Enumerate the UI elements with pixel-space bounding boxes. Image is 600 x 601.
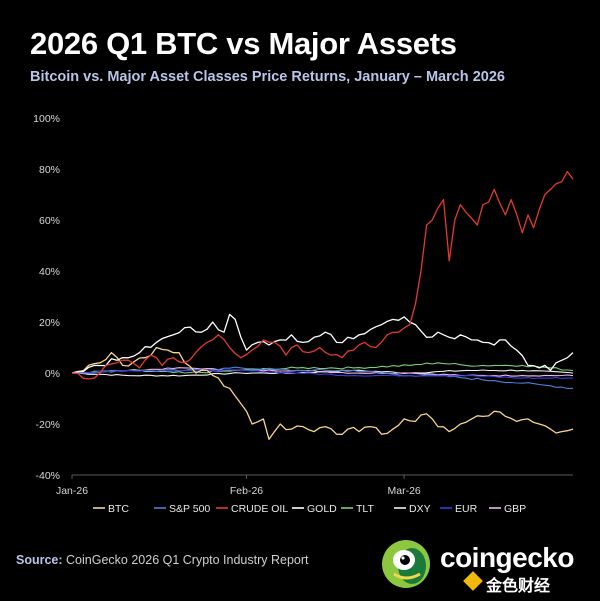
legend-label-eur: EUR: [455, 503, 478, 515]
x-tick-label: Feb-26: [230, 485, 263, 497]
series-line-crude-oil: [71, 170, 574, 380]
legend-label-gbp: GBP: [504, 503, 526, 515]
x-tick-label: Mar-26: [387, 485, 420, 497]
series-line-btc: [71, 346, 574, 440]
brand-name: coingecko: [440, 542, 574, 573]
source-label: Source:: [16, 553, 63, 567]
watermark-text: 金色财经: [486, 578, 551, 595]
legend-label-btc: BTC: [108, 503, 129, 515]
plot-area: [71, 170, 574, 440]
chart-title: 2026 Q1 BTC vs Major Assets: [30, 26, 457, 61]
legend-label-dxy: DXY: [409, 503, 431, 515]
y-axis: 100% 80% 60% 40% 20% 0% -20% -40%: [33, 113, 60, 482]
source-text: CoinGecko 2026 Q1 Crypto Industry Report: [66, 553, 309, 567]
legend-label-gold: GOLD: [307, 503, 337, 515]
source-note: Source: CoinGecko 2026 Q1 Crypto Industr…: [16, 553, 309, 567]
y-tick-label: 40%: [39, 266, 60, 278]
x-axis: Jan-26 Feb-26 Mar-26: [56, 474, 573, 497]
y-tick-label: 60%: [39, 215, 60, 227]
y-tick-label: 0%: [45, 368, 60, 380]
series-line-gold: [71, 313, 574, 374]
y-tick-label: 20%: [39, 317, 60, 329]
gecko-logo-icon: [382, 540, 430, 588]
x-tick-label: Jan-26: [56, 485, 88, 497]
y-tick-label: -20%: [35, 419, 60, 431]
y-tick-label: 100%: [33, 113, 60, 125]
y-tick-label: -40%: [35, 470, 60, 482]
legend-label-s-p-500: S&P 500: [169, 503, 210, 515]
watermark: 金色财经: [463, 571, 551, 596]
legend-label-tlt: TLT: [356, 503, 374, 515]
series-line-eur: [71, 369, 573, 380]
legend-label-crude-oil: CRUDE OIL: [231, 503, 288, 515]
chart-subtitle: Bitcoin vs. Major Asset Classes Price Re…: [30, 69, 505, 85]
legend: BTC S&P 500 CRUDE OIL GOLD TLT DXY EUR GBP: [93, 503, 526, 515]
y-tick-label: 80%: [39, 164, 60, 176]
